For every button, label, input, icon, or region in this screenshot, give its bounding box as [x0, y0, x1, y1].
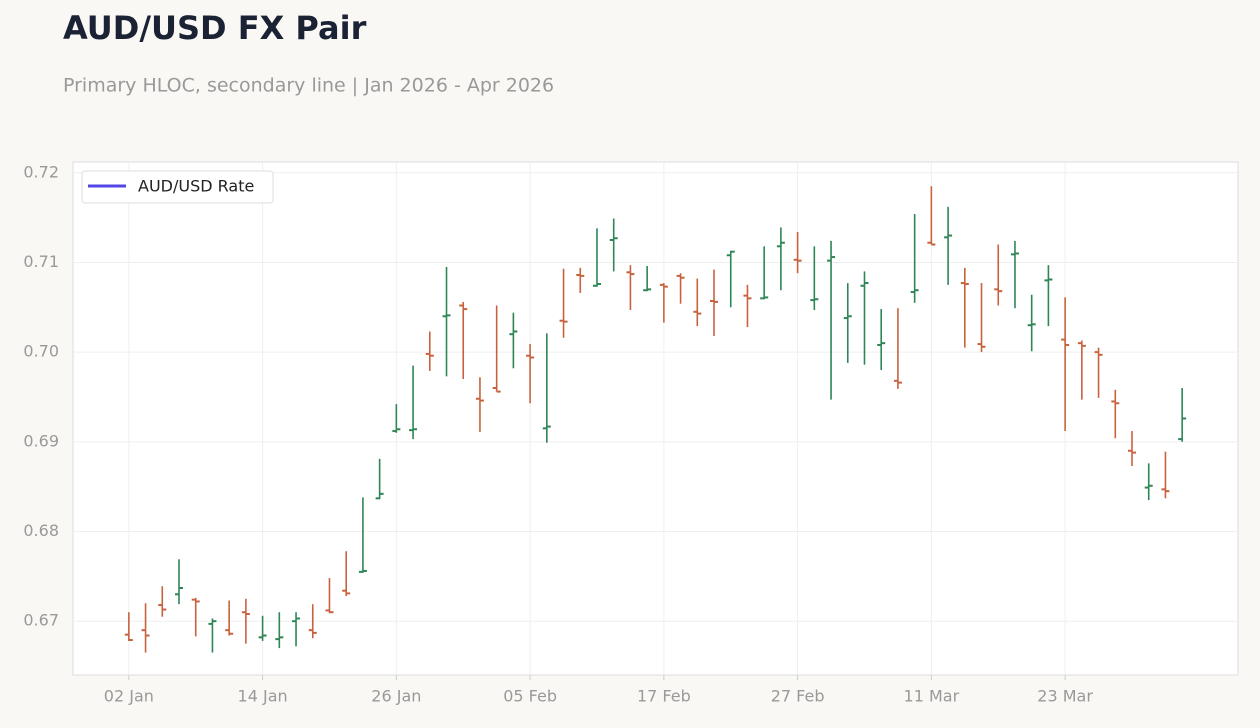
- x-tick-label: 05 Feb: [503, 687, 557, 706]
- plot-area: [72, 161, 1239, 676]
- x-tick-label: 17 Feb: [637, 687, 691, 706]
- y-tick-label: 0.69: [23, 431, 59, 450]
- chart-title: AUD/USD FX Pair: [63, 9, 367, 47]
- legend-box: [81, 170, 274, 204]
- x-tick-label: 02 Jan: [104, 687, 154, 706]
- x-tick-label: 23 Mar: [1037, 687, 1093, 706]
- y-tick-label: 0.72: [23, 162, 59, 181]
- chart-subtitle: Primary HLOC, secondary line | Jan 2026 …: [63, 75, 554, 97]
- y-tick-label: 0.67: [23, 611, 59, 630]
- y-tick-label: 0.68: [23, 521, 59, 540]
- x-tick-label: 27 Feb: [771, 687, 825, 706]
- x-tick-label: 14 Jan: [238, 687, 288, 706]
- legend-label: AUD/USD Rate: [138, 177, 254, 196]
- x-tick-label: 11 Mar: [904, 687, 960, 706]
- x-tick-label: 26 Jan: [371, 687, 421, 706]
- y-tick-label: 0.71: [23, 252, 59, 271]
- y-tick-label: 0.70: [23, 342, 59, 361]
